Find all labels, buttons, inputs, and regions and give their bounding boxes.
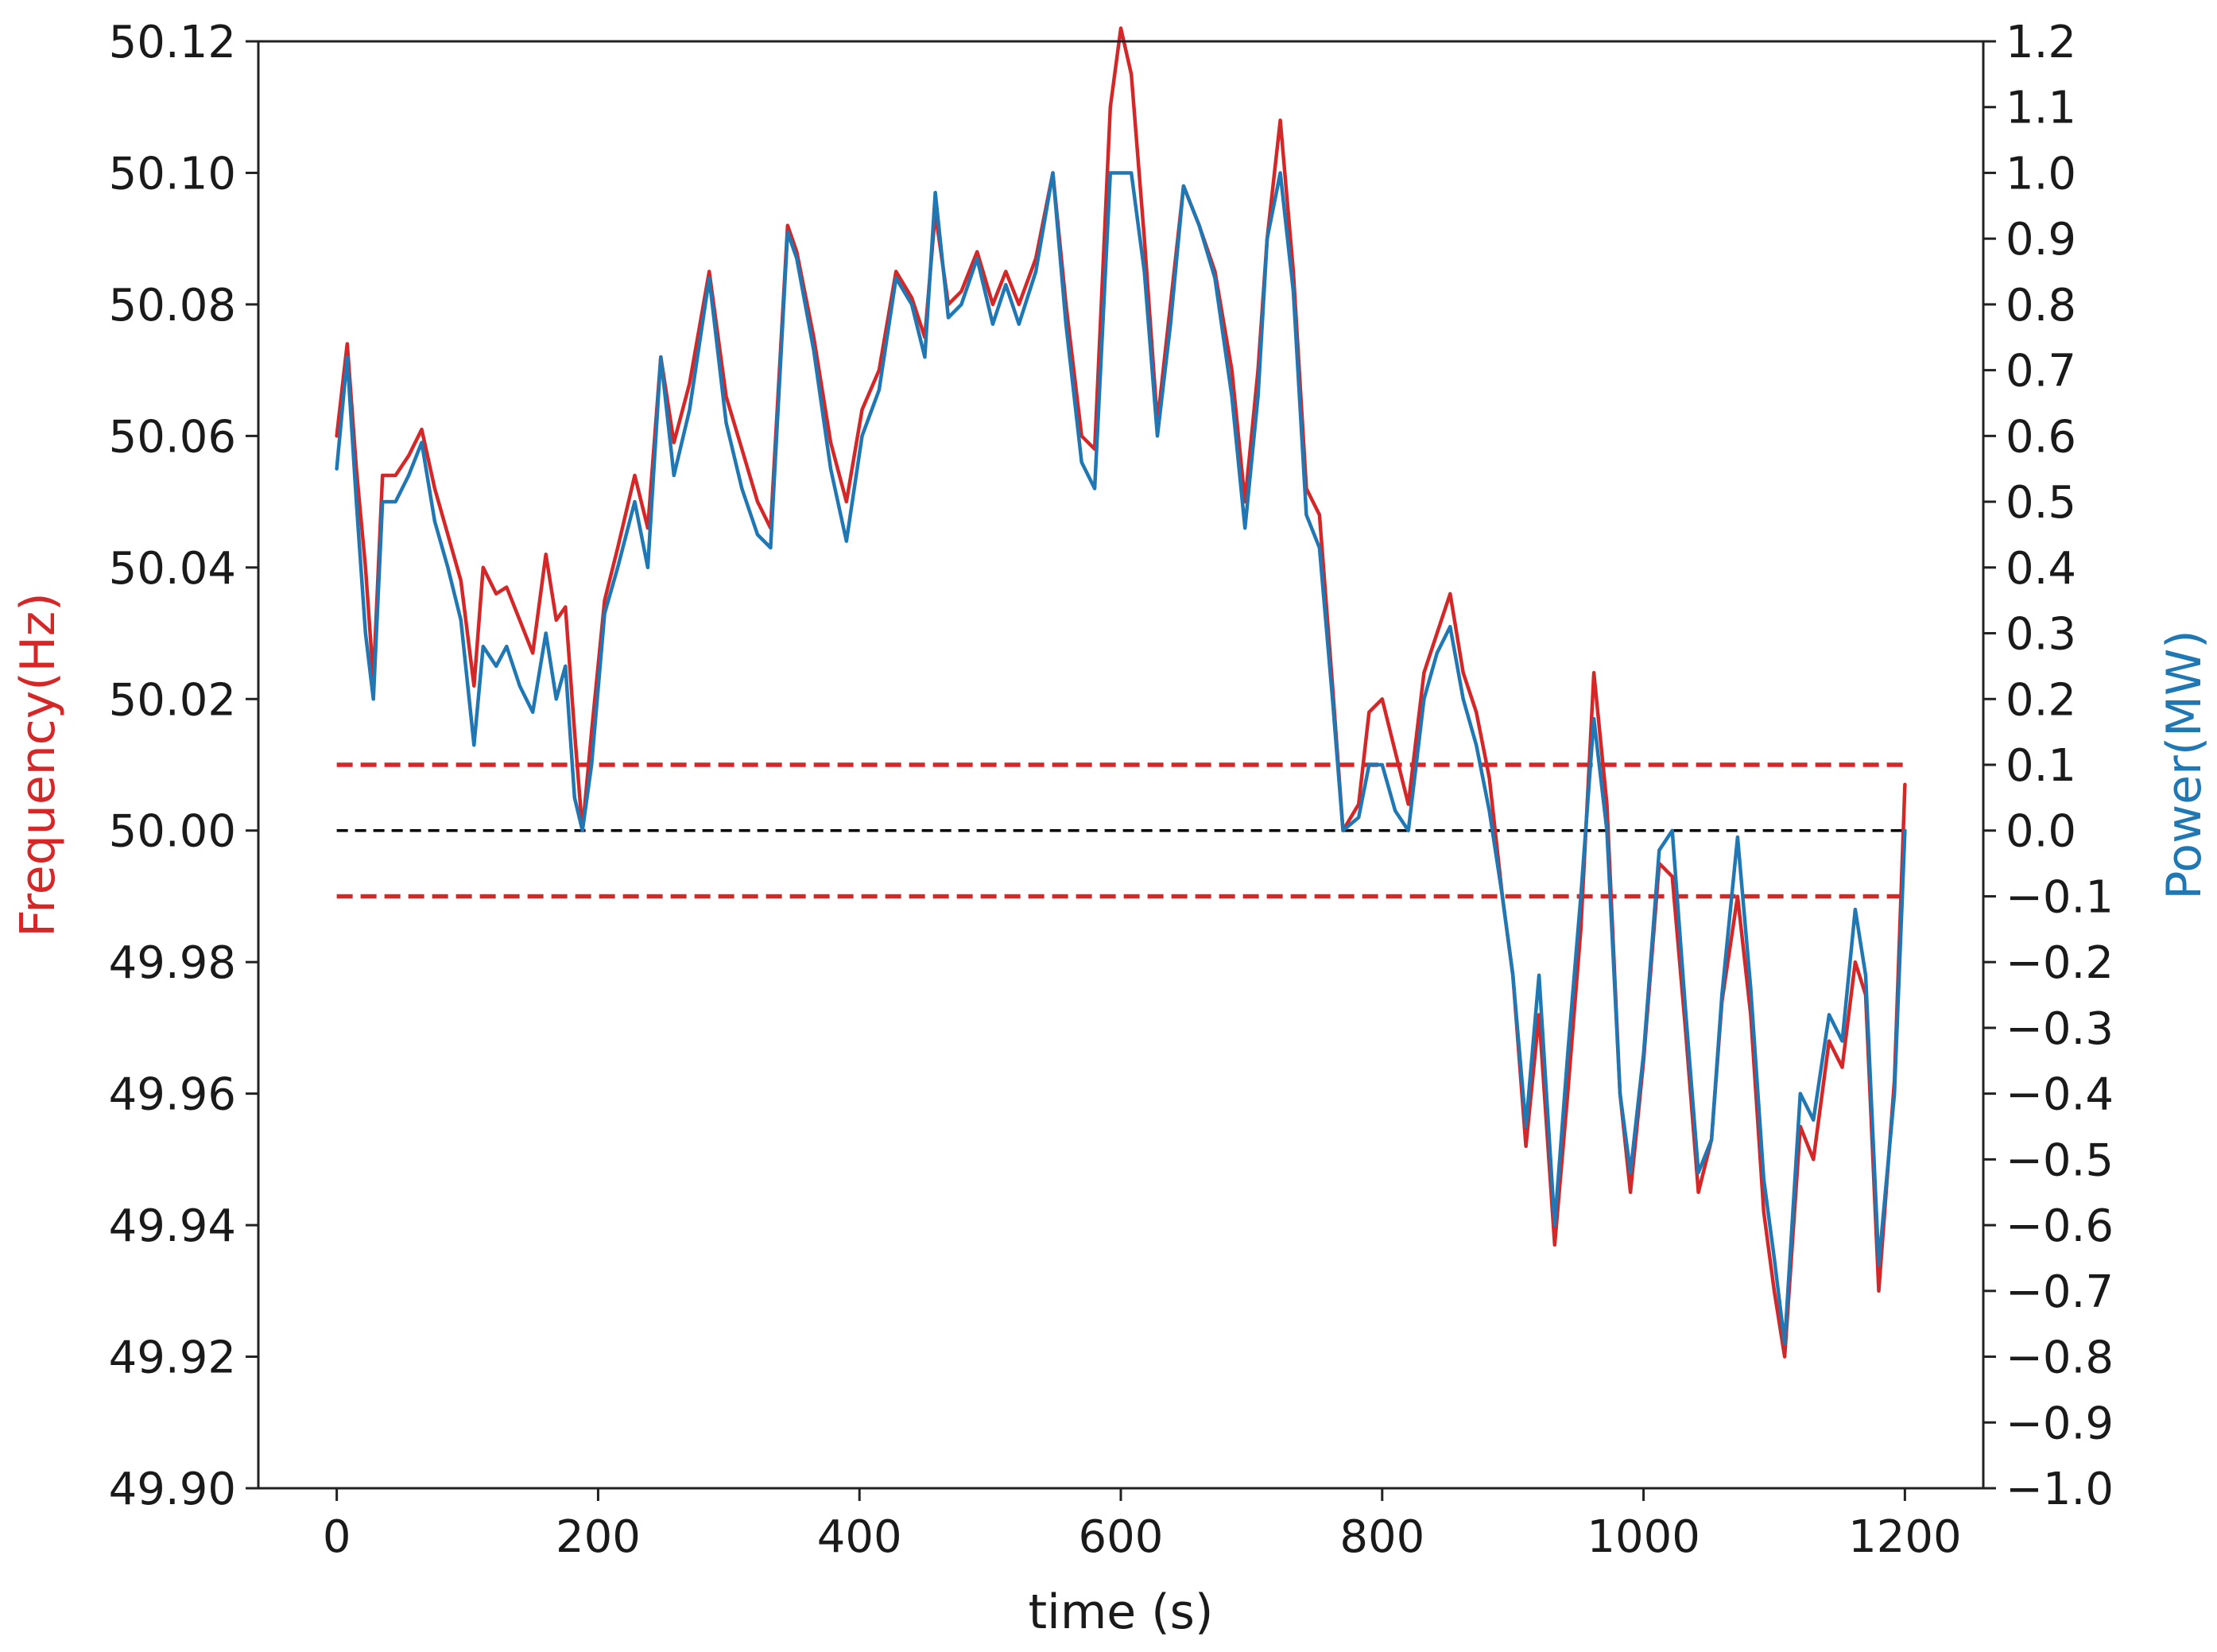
right-y-tick-label: 0.0 bbox=[2006, 806, 2076, 858]
right-y-tick-label: −0.6 bbox=[2006, 1200, 2114, 1252]
frequency-series-line-0 bbox=[335, 26, 1907, 1359]
left-y-tick-label: 49.96 bbox=[109, 1069, 236, 1121]
right-y-tick-label: 0.1 bbox=[2006, 740, 2076, 792]
power-series-line-1 bbox=[335, 171, 1907, 1346]
right-y-tick-label: 0.6 bbox=[2006, 411, 2076, 463]
left-y-axis-ticks: 49.90 49.92 49.94 49.96 49.98 50.00 50.02 50.04… bbox=[109, 17, 258, 1515]
left-y-tick-label: 50.10 bbox=[109, 148, 236, 200]
right-y-tick-label: 0.9 bbox=[2006, 214, 2076, 266]
x-tick-label: 0 bbox=[323, 1511, 351, 1563]
x-tick-label: 400 bbox=[817, 1511, 902, 1563]
right-y-tick-label: −0.9 bbox=[2006, 1398, 2114, 1449]
right-y-tick-label: 1.2 bbox=[2006, 17, 2076, 68]
right-y-tick-label: 1.1 bbox=[2006, 83, 2076, 134]
right-y-tick-label: 0.8 bbox=[2006, 280, 2076, 332]
right-y-tick-label: −0.3 bbox=[2006, 1003, 2114, 1055]
x-tick-label: 800 bbox=[1339, 1511, 1424, 1563]
x-tick-label: 600 bbox=[1079, 1511, 1164, 1563]
right-y-tick-label: −1.0 bbox=[2006, 1464, 2114, 1515]
right-y-tick-label: 0.7 bbox=[2006, 346, 2076, 397]
left-y-axis-title: Frequency(Hz) bbox=[10, 592, 66, 937]
right-y-tick-label: 0.3 bbox=[2006, 609, 2076, 661]
left-y-tick-label: 50.12 bbox=[109, 17, 236, 68]
right-y-tick-label: −0.2 bbox=[2006, 937, 2114, 989]
series-layer bbox=[335, 26, 1907, 1359]
x-axis-ticks: 0 200 400 600 800 1000 1200 bbox=[323, 1488, 1962, 1563]
reference-lines bbox=[336, 762, 1905, 899]
right-y-tick-label: −0.5 bbox=[2006, 1134, 2114, 1186]
right-y-tick-label: 0.2 bbox=[2006, 674, 2076, 726]
right-y-axis-title: Power(MW) bbox=[2157, 630, 2212, 899]
left-y-tick-label: 50.00 bbox=[109, 806, 236, 858]
left-y-tick-label: 50.06 bbox=[109, 411, 236, 463]
right-y-tick-label: −0.4 bbox=[2006, 1069, 2114, 1121]
left-y-tick-label: 50.08 bbox=[109, 280, 236, 332]
right-y-tick-label: −0.1 bbox=[2006, 871, 2114, 923]
x-tick-label: 200 bbox=[556, 1511, 641, 1563]
x-tick-label: 1000 bbox=[1587, 1511, 1700, 1563]
left-y-tick-label: 49.90 bbox=[109, 1464, 236, 1515]
right-y-tick-label: 0.5 bbox=[2006, 477, 2076, 529]
right-y-tick-label: −0.8 bbox=[2006, 1332, 2114, 1384]
left-y-tick-label: 49.98 bbox=[109, 937, 236, 989]
right-y-axis-ticks: −1.0 −0.9 −0.8 −0.7 −0.6 −0.5 −0.4 −0.3 −0.2 −0.1… bbox=[1983, 17, 2114, 1515]
right-y-tick-label: 1.0 bbox=[2006, 148, 2076, 200]
right-y-tick-label: −0.7 bbox=[2006, 1266, 2114, 1318]
left-y-tick-label: 49.94 bbox=[109, 1200, 236, 1252]
right-y-tick-label: 0.4 bbox=[2006, 543, 2076, 595]
left-y-tick-label: 49.92 bbox=[109, 1332, 236, 1384]
x-axis-title: time (s) bbox=[1029, 1584, 1214, 1640]
left-y-tick-label: 50.02 bbox=[109, 674, 236, 726]
x-tick-label: 1200 bbox=[1848, 1511, 1962, 1563]
left-y-tick-label: 50.04 bbox=[109, 543, 236, 595]
